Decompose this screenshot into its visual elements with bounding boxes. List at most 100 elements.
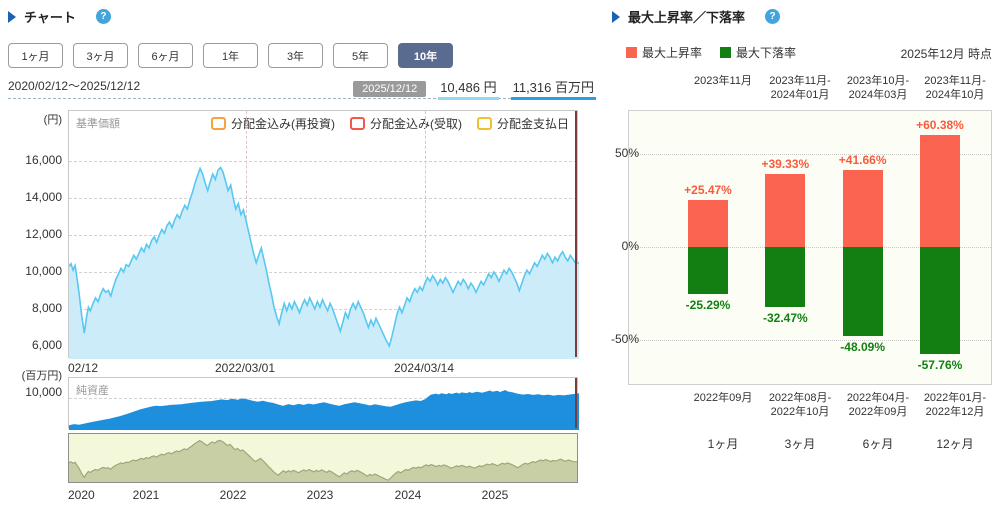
bar-fall-12ヶ月: [919, 247, 960, 355]
y-axis-label: 8,000: [31, 301, 62, 315]
legend-label: 分配金支払日: [496, 117, 569, 131]
x-axis-label: 2024: [394, 488, 422, 502]
price-chart-legend: 分配金込み(再投資) 分配金込み(受取) 分配金支払日: [210, 115, 569, 132]
x-axis-label: 2024/03/14: [393, 361, 455, 375]
rise-value-label: +39.33%: [761, 157, 810, 171]
fall-period-label: 2022年08月- 2022年10月: [768, 392, 832, 418]
current-date-marker: [575, 378, 577, 428]
chart-section-title: チャート: [24, 10, 76, 25]
help-icon[interactable]: ?: [765, 9, 781, 24]
gridline: [69, 198, 577, 199]
y-axis-label: 14,000: [25, 190, 62, 204]
navigator-x-axis: 2020 2021 2022 2023 2024 2025: [68, 488, 578, 502]
bar-rise-12ヶ月: [919, 134, 960, 247]
period-name-label: 1ヶ月: [707, 437, 739, 451]
period-name-label: 3ヶ月: [784, 437, 816, 451]
bar-rise-3ヶ月: [765, 173, 806, 247]
chart-section-header: チャート ?: [8, 7, 111, 26]
period-button-1ヶ月[interactable]: 1ヶ月: [8, 43, 63, 68]
bar-fall-1ヶ月: [688, 247, 728, 294]
gridline: [69, 235, 577, 236]
rise-period-label: 2023年11月- 2024年01月: [769, 75, 831, 101]
updown-section-title: 最大上昇率／下落率: [628, 10, 746, 25]
assets-chart: 純資産: [68, 377, 579, 430]
asof-label: 2025年12月 時点: [900, 47, 992, 61]
gridline: [629, 340, 991, 341]
legend-checkbox-payday[interactable]: 分配金支払日: [476, 115, 569, 132]
period-name-label: 12ヶ月: [936, 437, 974, 451]
x-axis-label: 2020: [68, 488, 95, 502]
range-navigator[interactable]: [68, 433, 578, 483]
y-axis-label: 6,000: [31, 338, 62, 352]
period-button-group: 1ヶ月 3ヶ月 6ヶ月 1年 3年 5年 10年: [8, 43, 453, 68]
updown-panel: 最大上昇率／下落率 ? 最大上昇率 最大下落率 2025年12月 時点 2023年…: [611, 0, 1000, 509]
legend-label: 最大下落率: [736, 46, 797, 60]
y-axis-label: 12,000: [25, 227, 62, 241]
x-axis-label: 2021: [132, 488, 160, 502]
bar-fall-3ヶ月: [765, 247, 806, 308]
y-axis-label: -50%: [610, 332, 639, 346]
x-axis-label: 2022: [219, 488, 247, 502]
bar-rise-1ヶ月: [688, 199, 728, 247]
fall-period-label: 2022年09月: [693, 392, 753, 404]
date-range-text: 2020/02/12～2025/12/12: [8, 79, 141, 93]
x-axis-label: 2025: [481, 488, 509, 502]
y-axis-unit: (円): [43, 114, 62, 126]
price-value-toggle[interactable]: 10,486 円: [438, 77, 499, 100]
period-name-label: 6ヶ月: [862, 437, 894, 451]
section-arrow-icon: [612, 10, 620, 23]
help-icon[interactable]: ?: [95, 9, 111, 24]
legend-swatch-icon: [626, 47, 637, 58]
gridline: [629, 247, 991, 248]
period-button-3ヶ月[interactable]: 3ヶ月: [73, 43, 128, 68]
y-axis-label: 16,000: [25, 153, 62, 167]
fall-value-label: -57.76%: [917, 358, 963, 372]
rise-period-label: 2023年11月: [694, 75, 752, 87]
price-chart-label: 基準価額: [76, 118, 120, 130]
current-date-badge: 2025/12/12: [353, 81, 427, 97]
y-axis-label: 10,000: [25, 385, 62, 399]
period-button-6ヶ月[interactable]: 6ヶ月: [138, 43, 193, 68]
assets-value-toggle[interactable]: 11,316 百万円: [510, 77, 596, 100]
updown-section-header: 最大上昇率／下落率 ?: [612, 7, 781, 26]
assets-chart-label: 純資産: [76, 385, 109, 397]
legend-checkbox-received[interactable]: 分配金込み(受取): [349, 115, 462, 132]
period-button-1年[interactable]: 1年: [203, 43, 258, 68]
checkbox-icon: [476, 117, 492, 130]
legend-swatch-icon: [720, 47, 732, 58]
fall-value-label: -32.47%: [762, 311, 808, 325]
fall-value-label: -48.09%: [840, 340, 886, 354]
y-axis-label: 10,000: [25, 264, 62, 278]
legend-checkbox-reinvest[interactable]: 分配金込み(再投資): [210, 115, 335, 132]
date-range-row: 2020/02/12～2025/12/12 2025/12/12 10,486 …: [8, 77, 596, 100]
legend-label: 分配金込み(再投資): [230, 117, 335, 131]
price-x-axis: 02/12 2022/03/01 2024/03/14: [68, 361, 578, 375]
fall-period-label: 2022年04月- 2022年09月: [846, 392, 910, 418]
section-arrow-icon: [8, 10, 16, 23]
checkbox-icon: [210, 117, 226, 130]
rise-value-label: +25.47%: [684, 183, 732, 197]
bar-fall-6ヶ月: [842, 247, 883, 337]
gridline: [69, 161, 577, 162]
legend-label: 最大上昇率: [642, 46, 703, 60]
legend-label: 分配金込み(受取): [369, 117, 462, 131]
x-axis-label: 2023: [306, 488, 334, 502]
legend-item-rise: 最大上昇率: [626, 44, 702, 61]
current-date-marker: [575, 111, 577, 357]
rise-period-label: 2023年10月- 2024年03月: [846, 75, 910, 101]
fall-period-label: 2022年01月- 2022年12月: [923, 392, 987, 418]
bar-rise-6ヶ月: [842, 169, 883, 247]
fall-value-label: -25.29%: [685, 298, 731, 312]
updown-chart: 50% 0% -50% +25.47% -25.29% +39.33% -32.47% +41…: [611, 110, 992, 385]
gridline: [425, 111, 426, 357]
period-button-10年[interactable]: 10年: [398, 43, 453, 68]
rise-value-label: +60.38%: [916, 118, 964, 132]
period-button-5年[interactable]: 5年: [333, 43, 388, 68]
gridline: [629, 154, 991, 155]
y-axis-unit: (百万円): [21, 370, 62, 382]
rise-period-label: 2023年11月- 2024年10月: [924, 75, 986, 101]
x-axis-label: 2022/03/01: [214, 361, 276, 375]
price-chart: 基準価額 分配金込み(再投資) 分配金込み(受取) 分配金支払日: [68, 110, 579, 359]
y-axis-label: 0%: [621, 239, 639, 253]
period-button-3年[interactable]: 3年: [268, 43, 323, 68]
